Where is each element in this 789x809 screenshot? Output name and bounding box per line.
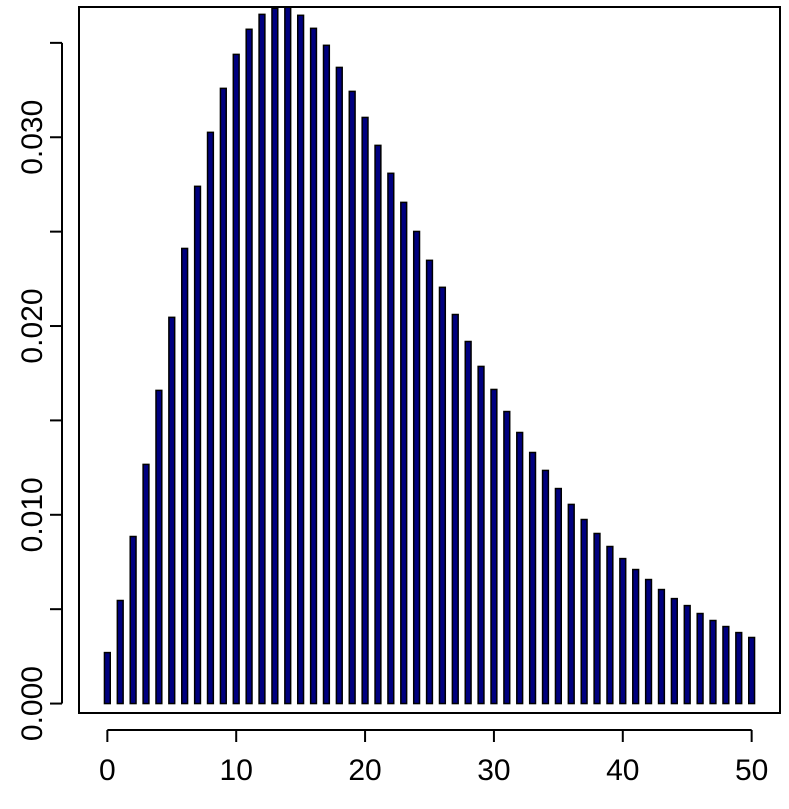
bar — [477, 365, 485, 705]
x-tick-label: 40 — [606, 754, 639, 787]
x-tick-label: 50 — [735, 754, 768, 787]
bar — [451, 313, 459, 705]
bar — [503, 410, 511, 705]
bar — [606, 545, 614, 705]
bar — [748, 636, 756, 705]
bar — [271, 7, 279, 705]
y-tick-label: 0.030 — [16, 100, 49, 175]
bar — [490, 388, 498, 705]
bar — [580, 518, 588, 705]
x-tick-label: 0 — [99, 754, 116, 787]
bar — [284, 7, 292, 705]
plot-frame — [78, 6, 781, 714]
bar — [193, 185, 202, 705]
x-tick-label: 10 — [220, 754, 253, 787]
bar — [516, 431, 524, 705]
bar — [735, 631, 743, 705]
bar — [245, 28, 253, 705]
bar — [400, 201, 408, 705]
bar — [335, 66, 343, 705]
bar — [129, 535, 137, 705]
bar — [116, 599, 124, 705]
bar — [348, 90, 356, 705]
bar — [296, 14, 305, 705]
x-tick-label: 30 — [477, 754, 510, 787]
bar — [361, 116, 369, 705]
bar — [181, 247, 189, 705]
bar — [232, 53, 240, 705]
y-tick-label: 0.020 — [16, 288, 49, 363]
bar — [412, 230, 421, 705]
bar — [258, 13, 266, 705]
bar — [387, 172, 395, 705]
x-tick-label: 20 — [348, 754, 381, 787]
bar — [219, 87, 227, 705]
bar — [464, 340, 472, 705]
bar — [670, 597, 678, 705]
bar — [322, 44, 331, 705]
bar — [206, 131, 215, 705]
bar — [528, 451, 537, 705]
bar — [374, 144, 382, 705]
bar — [168, 316, 176, 705]
bar — [103, 651, 111, 705]
bar — [644, 578, 653, 705]
bar — [593, 532, 601, 705]
plot-area — [103, 7, 756, 705]
bar — [425, 259, 434, 705]
bar — [722, 625, 730, 705]
bar — [632, 568, 640, 705]
bar — [541, 469, 550, 705]
y-tick-label: 0.000 — [16, 666, 49, 741]
bar — [142, 463, 150, 705]
y-tick-label: 0.010 — [16, 477, 49, 552]
bar — [696, 612, 704, 705]
bar — [567, 503, 575, 705]
bar — [709, 619, 717, 705]
bar — [309, 27, 318, 705]
bar — [554, 487, 563, 705]
bar — [657, 588, 666, 705]
bar — [438, 286, 447, 705]
bar — [683, 604, 691, 705]
bar — [619, 557, 627, 705]
bar — [155, 389, 163, 705]
